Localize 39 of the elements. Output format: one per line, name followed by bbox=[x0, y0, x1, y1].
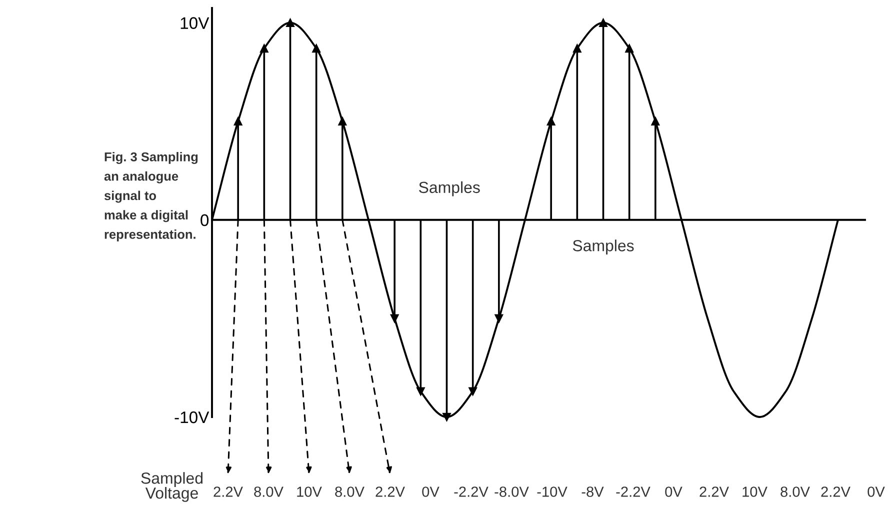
text: 2.2V bbox=[700, 486, 729, 497]
text: Sampled Voltage bbox=[141, 472, 202, 502]
text: -2.2V bbox=[616, 486, 650, 497]
annotation: Samples bbox=[419, 181, 480, 196]
point bbox=[260, 44, 268, 53]
text: 0V bbox=[422, 486, 440, 497]
y-tick-label: -10V bbox=[174, 411, 210, 424]
annotation: Samples bbox=[572, 240, 634, 254]
point bbox=[494, 314, 504, 323]
text: 2.2V bbox=[821, 486, 850, 497]
text: -10V bbox=[537, 486, 568, 497]
text: 10V bbox=[742, 486, 768, 497]
text: -8V bbox=[582, 486, 604, 497]
point bbox=[599, 18, 608, 27]
text: -2.2V bbox=[454, 486, 488, 497]
point bbox=[416, 387, 425, 396]
text: 8.0V bbox=[254, 486, 284, 497]
text: 2.2V bbox=[214, 486, 243, 497]
text: 0V bbox=[868, 486, 885, 497]
point bbox=[625, 44, 634, 53]
text: -8.0V bbox=[494, 486, 529, 497]
point bbox=[338, 117, 347, 126]
point bbox=[286, 18, 294, 27]
y-tick-label: 0 bbox=[200, 214, 209, 226]
point bbox=[390, 314, 399, 323]
text: 8.0V bbox=[780, 486, 810, 497]
text: 10V bbox=[297, 486, 322, 497]
point bbox=[651, 117, 660, 126]
point bbox=[442, 412, 451, 422]
text: Fig. 3 Sampling an analogue signal to make a digital representation. bbox=[104, 152, 198, 242]
point bbox=[234, 117, 242, 126]
text: 8.0V bbox=[335, 486, 364, 497]
text: 2.2V bbox=[376, 486, 405, 497]
point bbox=[573, 44, 582, 53]
text: 0V bbox=[665, 486, 682, 497]
point bbox=[468, 387, 477, 396]
point bbox=[312, 44, 320, 53]
point bbox=[546, 117, 556, 126]
y-tick-label: 10V bbox=[180, 17, 210, 29]
